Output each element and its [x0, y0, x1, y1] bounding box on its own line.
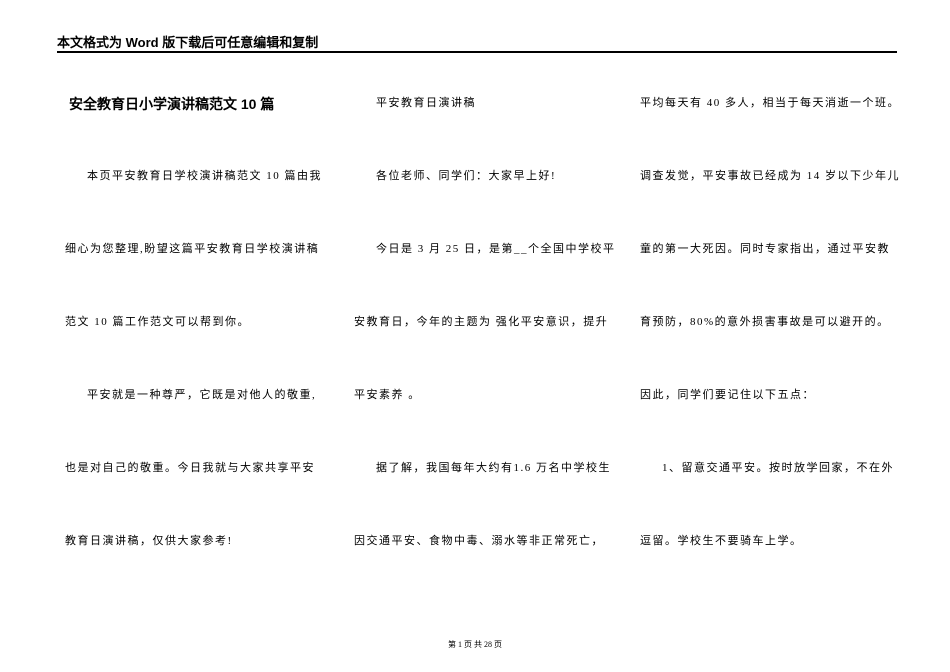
col3-p5: 因此，同学们要记住以下五点： [640, 386, 815, 402]
col3-p4: 育预防，80%的意外损害事故是可以避开的。 [640, 313, 890, 329]
col1-p3: 范文 10 篇工作范文可以帮到你。 [65, 313, 250, 329]
col2-p2: 各位老师、同学们：大家早上好! [354, 167, 556, 183]
col2-p1: 平安教育日演讲稿 [354, 94, 476, 110]
col3-p3: 童的第一大死因。同时专家指出，通过平安教 [640, 240, 890, 256]
col3-p6: 1、留意交通平安。按时放学回家，不在外 [640, 459, 894, 475]
col3-p1: 平均每天有 40 多人，相当于每天消逝一个班。 [640, 94, 900, 110]
col2-p7: 因交通平安、食物中毒、溺水等非正常死亡， [354, 532, 604, 548]
col3-p7: 逗留。学校生不要骑车上学。 [640, 532, 803, 548]
col1-p6: 教育日演讲稿，仅供大家参考! [65, 532, 233, 548]
col2-p3: 今日是 3 月 25 日，是第__个全国中学校平 [354, 240, 616, 256]
col1-p5: 也是对自己的敬重。今日我就与大家共享平安 [65, 459, 315, 475]
page-footer: 第 1 页 共 28 页 [0, 639, 950, 650]
col1-p1: 本页平安教育日学校演讲稿范文 10 篇由我 [65, 167, 322, 183]
col2-p4: 安教育日，今年的主题为 强化平安意识，提升 [354, 313, 608, 329]
header-divider [57, 51, 897, 53]
col2-p6: 据了解，我国每年大约有1.6 万名中学校生 [354, 459, 611, 475]
col2-p5: 平安素养 。 [354, 386, 421, 402]
header-notice: 本文格式为 Word 版下载后可任意编辑和复制 [57, 32, 318, 51]
col3-p2: 调查发觉，平安事故已经成为 14 岁以下少年儿 [640, 167, 900, 183]
page-title: 安全教育日小学演讲稿范文 10 篇 [69, 94, 274, 114]
col1-p4: 平安就是一种尊严，它既是对他人的敬重, [65, 386, 316, 402]
col1-p2: 细心为您整理,盼望这篇平安教育日学校演讲稿 [65, 240, 319, 256]
